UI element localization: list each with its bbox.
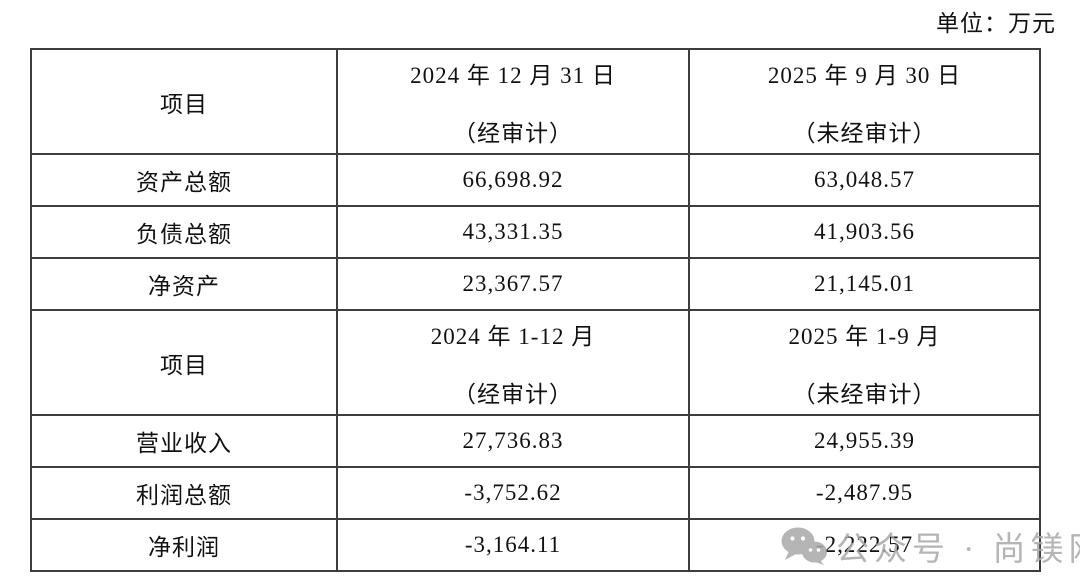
value-cell: 24,955.39 — [688, 414, 1041, 468]
table-row-total-liabilities: 负债总额 43,331.35 41,903.56 — [30, 205, 1041, 259]
header-period-audit: （未经审计） — [792, 381, 937, 407]
table-header-row-income: 项目 2024 年 1-12 月 （经审计） 2025 年 1-9 月 （未经审… — [30, 309, 1041, 416]
value-cell: -3,752.62 — [336, 466, 690, 520]
value-cell: -3,164.11 — [336, 518, 690, 572]
header-period-cell: 2025 年 1-9 月 （未经审计） — [688, 309, 1041, 416]
value-cell: 41,903.56 — [688, 205, 1041, 259]
value-cell: 23,367.57 — [336, 257, 690, 311]
item-label-cell: 净资产 — [30, 257, 338, 311]
value-cell: 63,048.57 — [688, 153, 1041, 207]
financial-table: 项目 2024 年 12 月 31 日 （经审计） 2025 年 9 月 30 … — [30, 48, 1041, 572]
item-label-cell: 营业收入 — [30, 414, 338, 468]
item-label-cell: 资产总额 — [30, 153, 338, 207]
value-cell: 27,736.83 — [336, 414, 690, 468]
header-period-audit: （未经审计） — [792, 120, 937, 146]
header-period-cell: 2025 年 9 月 30 日 （未经审计） — [688, 48, 1041, 155]
header-item-cell: 项目 — [30, 309, 338, 416]
header-period-cell: 2024 年 1-12 月 （经审计） — [336, 309, 690, 416]
value-cell: 66,698.92 — [336, 153, 690, 207]
value-cell: -2,222.57 — [688, 518, 1041, 572]
header-period-date: 2024 年 1-12 月 — [430, 323, 596, 349]
table-row-total-assets: 资产总额 66,698.92 63,048.57 — [30, 153, 1041, 207]
table-row-net-profit: 净利润 -3,164.11 -2,222.57 — [30, 518, 1041, 572]
table-header-row-balance: 项目 2024 年 12 月 31 日 （经审计） 2025 年 9 月 30 … — [30, 48, 1041, 155]
table-row-operating-revenue: 营业收入 27,736.83 24,955.39 — [30, 414, 1041, 468]
value-cell: 21,145.01 — [688, 257, 1041, 311]
table-row-total-profit: 利润总额 -3,752.62 -2,487.95 — [30, 466, 1041, 520]
header-period-date: 2024 年 12 月 31 日 — [410, 62, 616, 88]
unit-label: 单位：万元 — [936, 11, 1056, 36]
item-label-cell: 利润总额 — [30, 466, 338, 520]
item-label-cell: 负债总额 — [30, 205, 338, 259]
header-period-audit: （经审计） — [453, 120, 573, 146]
item-label-cell: 净利润 — [30, 518, 338, 572]
header-period-cell: 2024 年 12 月 31 日 （经审计） — [336, 48, 690, 155]
header-period-date: 2025 年 9 月 30 日 — [767, 62, 962, 88]
table-row-net-assets: 净资产 23,367.57 21,145.01 — [30, 257, 1041, 311]
value-cell: -2,487.95 — [688, 466, 1041, 520]
header-item-cell: 项目 — [30, 48, 338, 155]
value-cell: 43,331.35 — [336, 205, 690, 259]
header-period-audit: （经审计） — [453, 381, 573, 407]
header-period-date: 2025 年 1-9 月 — [788, 323, 941, 349]
